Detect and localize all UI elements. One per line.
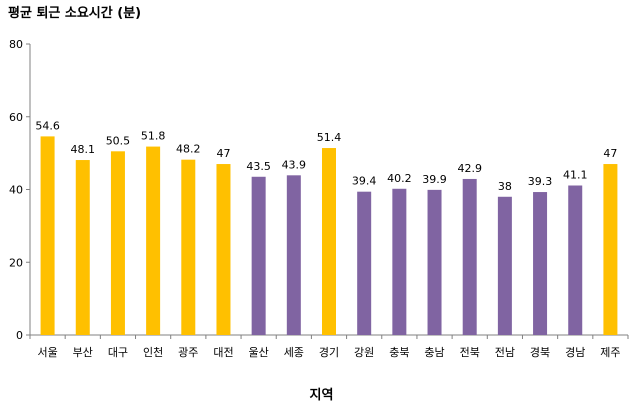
bar: [286, 175, 301, 335]
category-label: 경남: [565, 346, 585, 359]
data-label: 43.5: [246, 160, 271, 173]
bar: [251, 176, 266, 335]
category-label: 대구: [108, 346, 128, 359]
category-label: 충북: [389, 346, 409, 359]
bar: [181, 159, 196, 335]
data-label: 39.3: [528, 175, 553, 188]
category-label: 대전: [213, 346, 233, 359]
category-label: 인천: [143, 345, 163, 359]
data-label: 48.2: [176, 143, 201, 156]
category-label: 부산: [73, 346, 93, 359]
data-label: 47: [216, 147, 230, 160]
bar: [110, 151, 125, 335]
bar: [603, 164, 618, 335]
category-label: 서울: [37, 346, 57, 359]
y-tick-label: 0: [16, 329, 23, 342]
bar: [533, 192, 548, 335]
data-label: 54.6: [35, 119, 60, 132]
category-label: 경북: [530, 346, 550, 359]
y-tick-label: 60: [9, 111, 23, 124]
bar: [146, 146, 161, 335]
category-label: 강원: [354, 346, 374, 359]
data-label: 51.4: [317, 131, 342, 144]
bar: [462, 178, 477, 335]
data-label: 51.8: [141, 130, 166, 143]
bar: [392, 188, 407, 335]
y-tick-label: 80: [9, 38, 23, 51]
bar: [497, 196, 512, 335]
bar: [357, 191, 372, 335]
data-label: 47: [603, 147, 617, 160]
bar: [568, 185, 583, 335]
chart-title: 평균 퇴근 소요시간 (분): [8, 6, 142, 21]
data-label: 42.9: [457, 162, 482, 175]
category-label: 전남: [495, 346, 515, 359]
category-label: 세종: [284, 346, 304, 359]
category-label: 광주: [178, 346, 198, 359]
bar: [40, 136, 55, 335]
data-label: 48.1: [71, 143, 96, 156]
data-label: 43.9: [282, 158, 307, 171]
category-label: 전북: [460, 346, 480, 359]
category-label: 충남: [424, 346, 444, 359]
bar: [322, 148, 336, 335]
category-label: 제주: [600, 346, 620, 359]
data-label: 39.4: [352, 175, 377, 188]
bar: [75, 160, 90, 335]
data-label: 50.5: [106, 134, 131, 147]
y-tick-label: 40: [9, 184, 23, 197]
bar: [427, 189, 442, 335]
bar: [216, 164, 231, 335]
x-axis-title: 지역: [309, 388, 334, 403]
data-label: 40.2: [387, 172, 412, 185]
data-label: 39.9: [422, 173, 447, 186]
data-label: 41.1: [563, 168, 588, 181]
y-tick-label: 20: [9, 256, 23, 269]
category-label: 울산: [249, 346, 269, 359]
category-label: 경기: [319, 346, 339, 359]
data-label: 38: [498, 180, 512, 193]
